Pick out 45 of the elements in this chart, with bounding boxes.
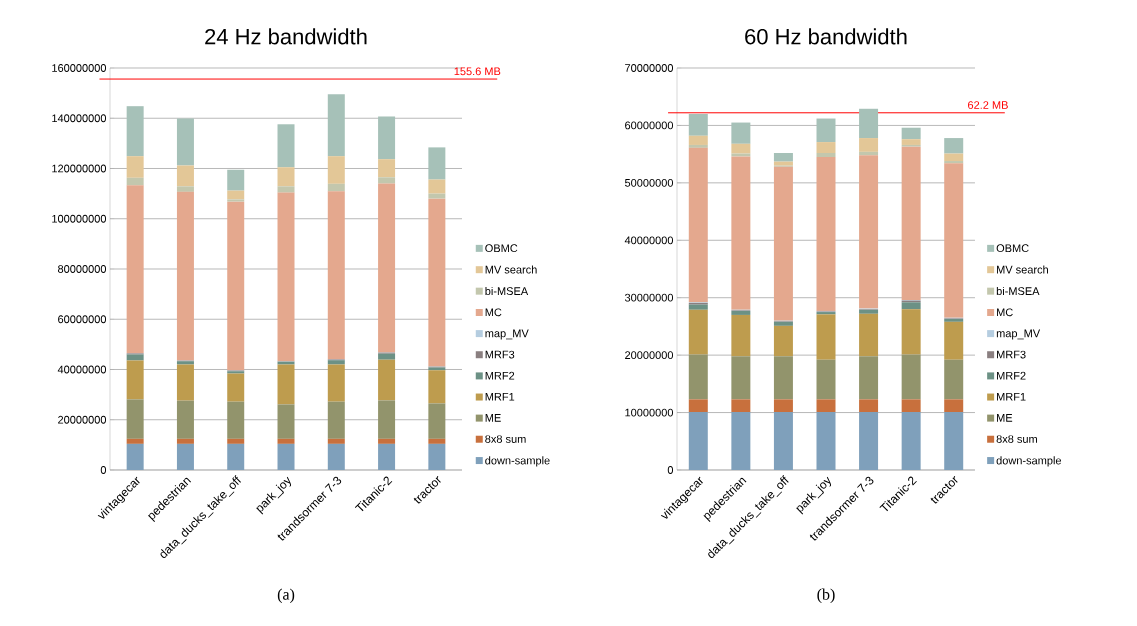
legend-label: bi-MSEA [996,286,1040,295]
legend-label: MC [997,308,1013,317]
y-tick-label: 10000000 [625,408,674,417]
y-tick-label: 20000000 [625,351,674,360]
legend-label: MV search [485,265,537,274]
y-tick-label: 0 [100,466,107,474]
legend-label: MRF1 [997,393,1026,401]
y-tick-label: 60000000 [625,121,674,130]
y-tick-label: 30000000 [624,293,674,302]
legend-label: MV search [997,265,1048,274]
legend-label: 8x8 sum [485,435,526,443]
y-tick-label: 40000000 [624,236,674,245]
text: (b) [817,588,835,604]
legend-label: down-sample [996,456,1062,467]
legend-label: bi-MSEA [485,286,529,295]
legend-label: down-sample [485,456,550,467]
legend-label: MC [485,308,502,317]
legend-label: OBMC [996,244,1029,253]
text: (a) [277,588,295,604]
chart-title: 24 Hz bandwidth [205,28,367,45]
y-tick-label: 40000000 [57,365,107,374]
legend-label: map_MV [485,329,529,340]
legend-label: map_MV [996,329,1041,340]
legend-label: MRF3 [485,350,515,359]
y-tick-label: 80000000 [58,265,107,273]
ref-line-label: 155.6 MB [454,67,501,76]
chart-title: 60 Hz bandwidth [745,28,907,45]
legend-label: MRF2 [997,371,1026,380]
y-tick-label: 60000000 [58,315,107,324]
legend-label: 8x8 sum [996,435,1037,443]
legend-label: OBMC [485,244,518,253]
legend-label: MRF1 [485,393,515,401]
legend-label: ME [997,414,1013,422]
legend-label: ME [485,414,501,422]
ref-line-label: 62.2 MB [968,101,1008,109]
y-tick-label: 140000000 [52,114,107,123]
legend-label: MRF3 [997,350,1026,359]
y-tick-label: 120000000 [52,164,107,173]
y-tick-label: 100000000 [52,214,107,223]
legend-label: MRF2 [485,371,515,380]
y-tick-label: 20000000 [58,415,107,424]
y-tick-label: 160000000 [52,64,107,72]
y-tick-label: 70000000 [625,64,674,72]
y-tick-label: 50000000 [624,178,674,187]
y-tick-label: 0 [667,466,674,474]
